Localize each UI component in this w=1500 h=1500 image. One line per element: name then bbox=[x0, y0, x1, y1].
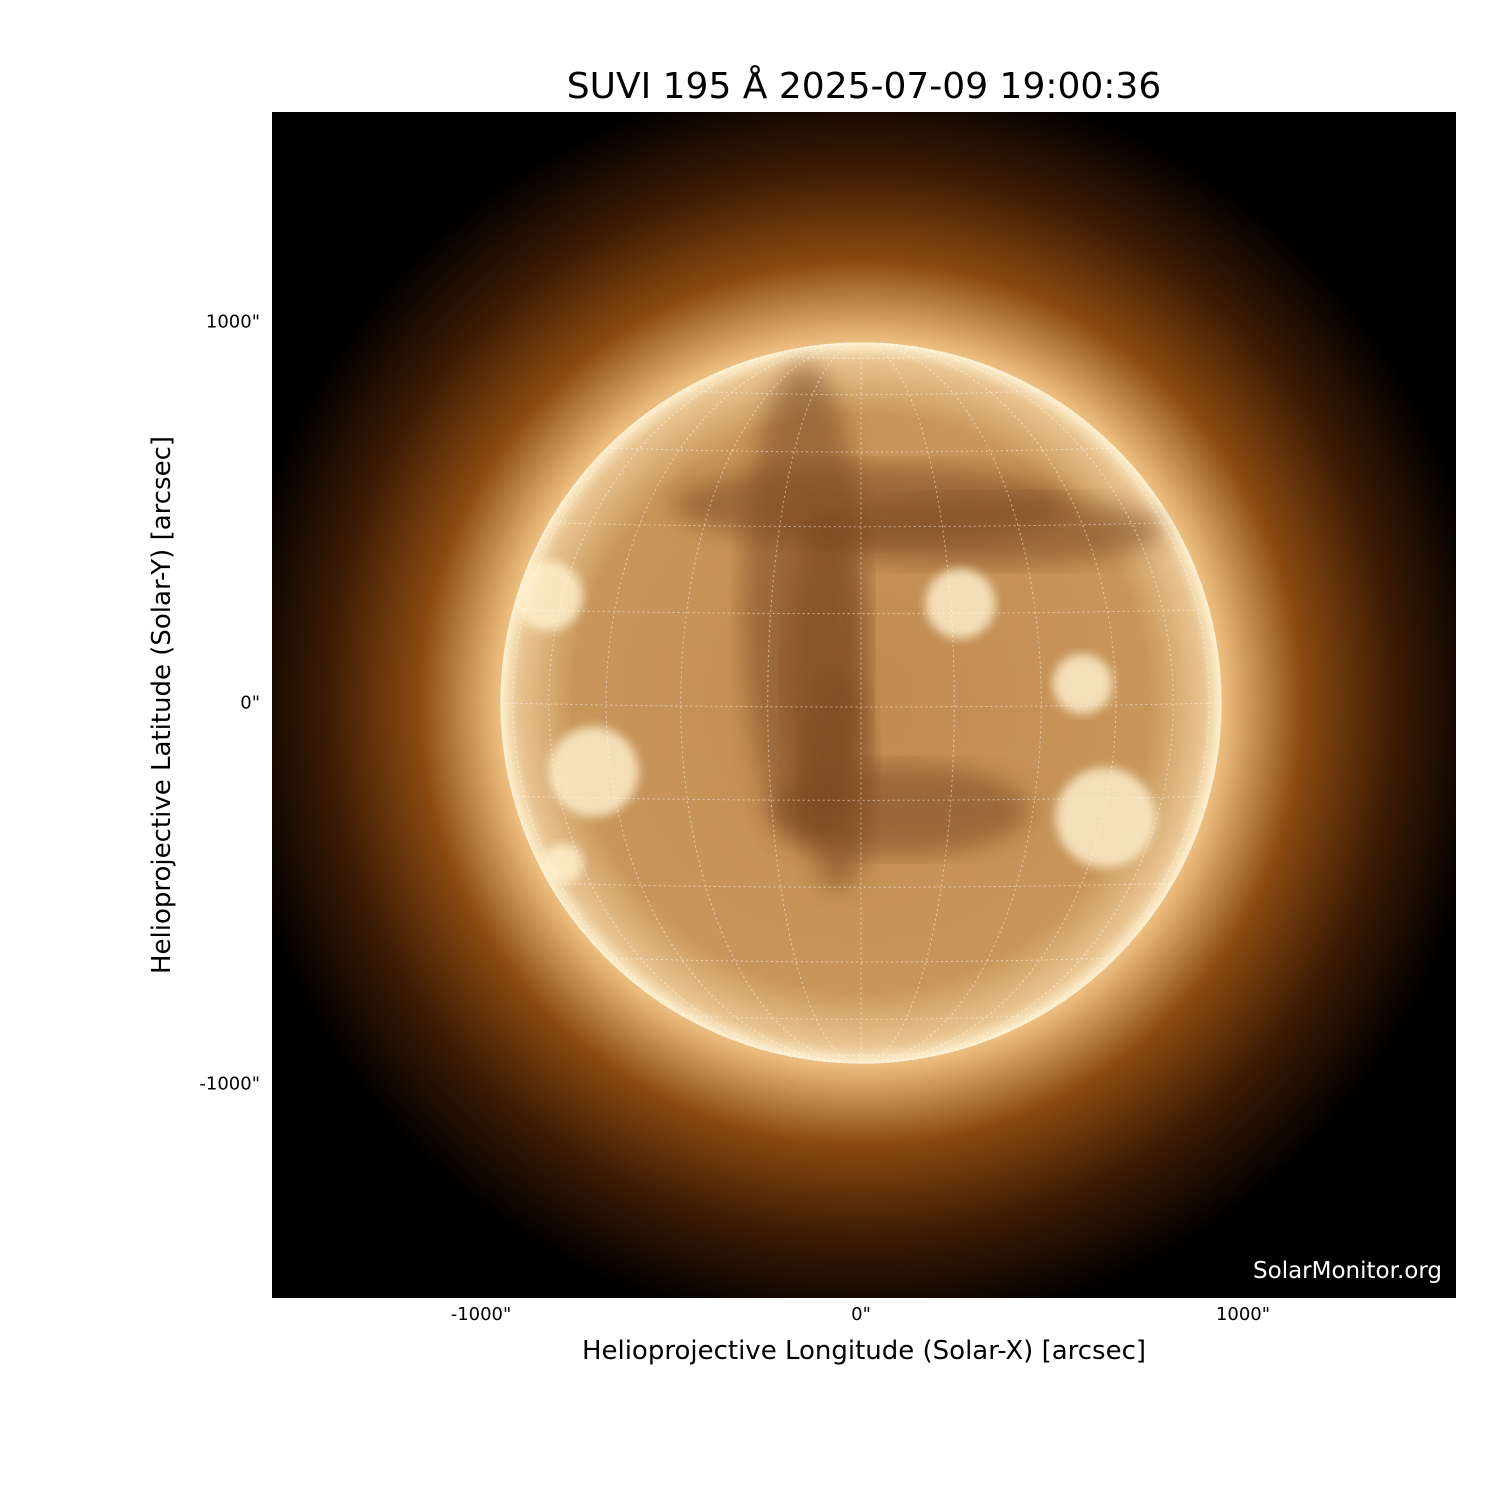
disk-features bbox=[500, 342, 1222, 1064]
grid-latitude bbox=[605, 447, 1117, 453]
active-region bbox=[543, 843, 584, 884]
active-region bbox=[1055, 767, 1156, 868]
grid-longitude bbox=[860, 342, 955, 1064]
y-tick-label: 0" bbox=[240, 692, 260, 714]
coronal-hole bbox=[803, 496, 1164, 567]
y-axis-label: Helioprojective Latitude (Solar-Y) [arcs… bbox=[147, 435, 177, 975]
grid-longitude bbox=[512, 342, 862, 1064]
watermark: SolarMonitor.org bbox=[1253, 1258, 1442, 1284]
active-region bbox=[548, 726, 639, 817]
y-tick-label: 1000" bbox=[205, 311, 260, 333]
grid-longitude bbox=[860, 342, 1210, 1064]
x-tick-label: -1000" bbox=[450, 1304, 512, 1325]
grid-latitude bbox=[500, 702, 1222, 708]
plot-title: SUVI 195 Å 2025-07-09 19:00:36 bbox=[566, 66, 1162, 107]
active-region bbox=[512, 561, 583, 632]
grid-latitude bbox=[680, 390, 1042, 396]
grid-longitude bbox=[860, 342, 1042, 1064]
y-tick-label: -1000" bbox=[199, 1073, 260, 1095]
active-region bbox=[925, 568, 996, 639]
grid-longitude bbox=[605, 342, 862, 1064]
grid-longitude bbox=[860, 342, 1174, 1064]
coronal-hole bbox=[803, 669, 874, 890]
active-region bbox=[1052, 653, 1113, 714]
grid-latitude bbox=[605, 957, 1117, 963]
x-axis-label: Helioprojective Longitude (Solar-X) [arc… bbox=[581, 1336, 1147, 1366]
grid-longitude bbox=[767, 342, 862, 1064]
x-tick-label: 1000" bbox=[1215, 1304, 1271, 1325]
grid-longitude bbox=[680, 342, 862, 1064]
x-tick-label: 0" bbox=[851, 1304, 871, 1325]
grid-longitude bbox=[860, 342, 1117, 1064]
grid-latitude bbox=[680, 1014, 1042, 1020]
solar-image bbox=[272, 112, 1456, 1298]
grid-longitude bbox=[548, 342, 862, 1064]
